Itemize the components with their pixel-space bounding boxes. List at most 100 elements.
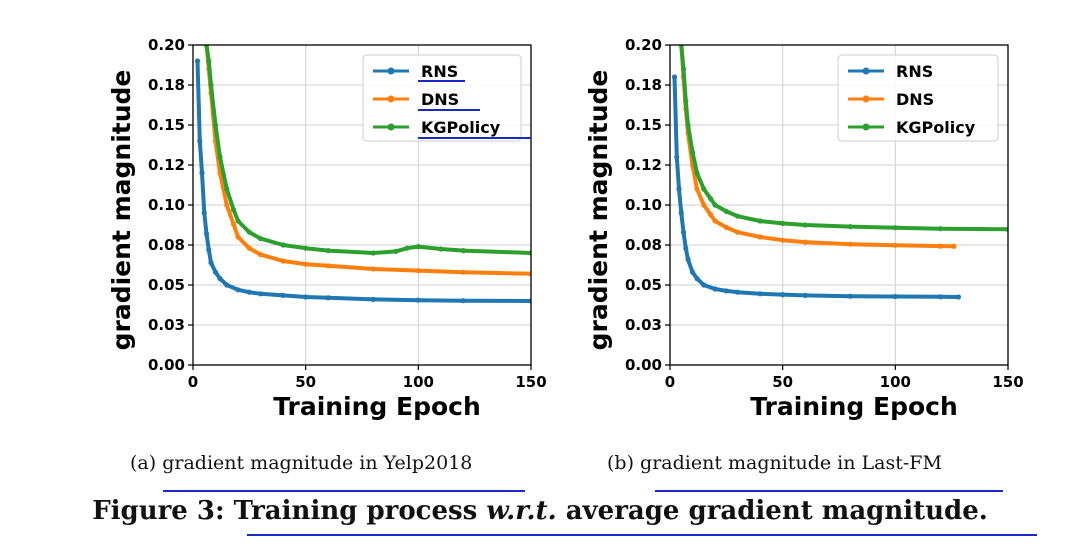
legend-label-dns: DNS	[421, 90, 459, 109]
y-tick-label: 0.10	[625, 196, 662, 214]
data-point-dns	[235, 234, 241, 240]
plot-area	[194, 10, 531, 304]
y-axis-label: gradient magnitude	[584, 70, 613, 351]
data-point-rns	[208, 260, 214, 266]
data-point-kgpolicy	[206, 58, 212, 64]
subcaption-b: (b) gradient magnitude in Last-FM	[607, 452, 942, 474]
data-point-rns	[280, 292, 286, 298]
data-point-kgpolicy	[217, 154, 223, 160]
legend-marker-rns	[387, 67, 395, 75]
data-point-kgpolicy	[460, 248, 466, 254]
data-point-rns	[206, 247, 212, 253]
y-tick-label: 0.20	[625, 36, 662, 54]
legend: RNS DNS KGPolicy	[362, 54, 531, 142]
data-point-kgpolicy	[757, 218, 763, 224]
legend-label-kgpolicy: KGPolicy	[896, 118, 976, 137]
data-point-kgpolicy	[303, 245, 309, 251]
data-point-rns	[212, 269, 219, 275]
legend-label-rns: RNS	[421, 62, 458, 81]
data-point-kgpolicy	[370, 250, 376, 256]
legend-box	[837, 54, 999, 142]
x-axis-label: Training Epoch	[750, 392, 958, 421]
data-point-rns	[694, 276, 700, 282]
data-point-kgpolicy	[701, 186, 707, 192]
data-point-rns	[199, 170, 205, 176]
y-tick-label: 0.03	[148, 316, 185, 334]
x-tick-label: 100	[403, 373, 434, 391]
data-point-kgpolicy	[280, 242, 286, 248]
data-point-kgpolicy	[246, 229, 252, 235]
legend-marker-kgpolicy	[387, 123, 395, 131]
y-tick-label: 0.03	[625, 316, 662, 334]
y-tick-label: 0.05	[148, 276, 185, 294]
data-point-rns	[685, 256, 691, 262]
data-point-kgpolicy	[415, 244, 421, 250]
data-point-kgpolicy	[707, 196, 714, 202]
y-tick-label: 0.00	[625, 356, 662, 374]
chart-yelp2018: 0.00 0.03 0.05 0.08 0.10 0.12 0.15 0.18 0.20 0 50 1…	[107, 10, 547, 421]
data-point-kgpolicy	[780, 220, 786, 226]
subcaption-a-prefix: (a)	[130, 452, 157, 474]
data-point-rns	[194, 58, 201, 64]
data-point-kgpolicy	[404, 245, 410, 251]
legend-marker-dns	[387, 95, 395, 103]
annotation-underline-sub-a	[163, 490, 525, 492]
axes-frame	[669, 44, 1009, 366]
data-point-rns	[847, 293, 853, 299]
subcaption-a: (a) gradient magnitude in Yelp2018	[130, 452, 472, 474]
data-point-rns	[674, 154, 680, 160]
subcaption-b-text: gradient magnitude in Last-FM	[640, 452, 942, 474]
x-tick-label: 50	[772, 373, 793, 391]
data-point-rns	[689, 269, 696, 275]
data-point-kgpolicy	[224, 186, 230, 192]
data-point-rns	[246, 289, 252, 295]
data-point-rns	[258, 291, 264, 297]
legend-label-kgpolicy: KGPolicy	[421, 118, 501, 137]
data-point-rns	[197, 138, 203, 144]
data-point-rns	[701, 282, 707, 288]
data-point-rns	[370, 296, 376, 302]
data-point-rns	[802, 292, 808, 298]
data-point-kgpolicy	[235, 218, 241, 224]
figure-text-italic: w.r.t.	[486, 496, 557, 526]
data-point-kgpolicy	[847, 224, 853, 230]
y-tick-label: 0.00	[148, 356, 185, 374]
data-point-kgpolicy	[683, 98, 689, 104]
x-tick-label: 0	[188, 373, 198, 391]
data-point-dns	[951, 243, 957, 249]
legend-marker-kgpolicy	[862, 123, 870, 131]
data-point-dns	[258, 252, 264, 258]
data-point-dns	[780, 237, 786, 243]
data-point-dns	[202, 10, 207, 15]
data-point-dns	[892, 242, 898, 248]
data-point-dns	[701, 202, 707, 208]
data-point-kgpolicy	[694, 170, 700, 176]
data-point-kgpolicy	[230, 207, 237, 213]
data-point-kgpolicy	[892, 225, 898, 231]
data-point-kgpolicy	[735, 213, 741, 219]
annotation-underline-sub-b	[655, 490, 1003, 492]
data-point-dns	[224, 202, 230, 208]
axes-frame	[192, 44, 532, 366]
figure-canvas: 0.00 0.03 0.05 0.08 0.10 0.12 0.15 0.18 0.20 0 50 1…	[107, 10, 1024, 421]
data-point-rns	[676, 186, 682, 192]
data-point-dns	[246, 245, 252, 251]
annotation-underline-figure	[247, 534, 1037, 536]
y-tick-label: 0.20	[148, 36, 185, 54]
data-point-dns	[937, 243, 944, 249]
data-point-rns	[780, 292, 786, 298]
data-point-rns	[235, 287, 241, 293]
legend-marker-rns	[862, 67, 870, 75]
data-point-rns	[678, 210, 684, 216]
x-tick-label: 150	[992, 373, 1023, 391]
data-point-dns	[460, 269, 466, 275]
legend-label-rns: RNS	[896, 62, 933, 81]
data-point-dns	[694, 186, 700, 192]
data-point-dns	[847, 241, 853, 247]
data-point-rns	[892, 293, 898, 300]
y-tick-label: 0.12	[625, 156, 662, 174]
series-line-kgpolicy	[679, 45, 1008, 232]
data-point-dns	[757, 234, 763, 240]
subcaption-b-prefix: (b)	[607, 452, 634, 474]
y-tick-label: 0.10	[148, 196, 185, 214]
